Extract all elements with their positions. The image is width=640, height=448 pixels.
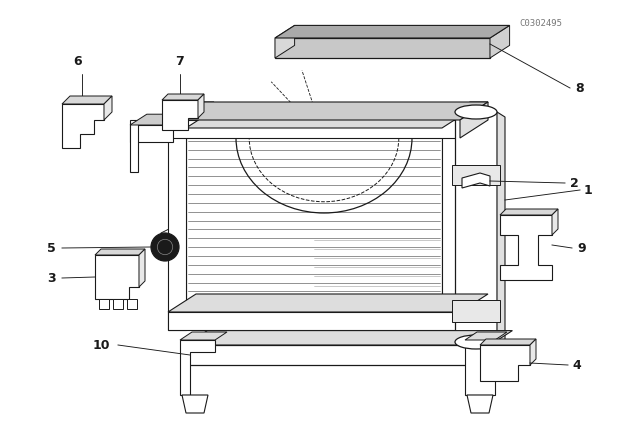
Polygon shape [442,102,488,120]
Polygon shape [480,345,530,381]
Polygon shape [480,339,536,345]
Polygon shape [530,339,536,365]
Text: 2: 2 [570,177,579,190]
Bar [99,299,109,309]
Polygon shape [460,102,488,138]
Polygon shape [168,294,488,312]
Polygon shape [490,26,509,58]
Polygon shape [552,209,558,235]
Polygon shape [168,102,214,120]
Text: 9: 9 [577,241,586,254]
Polygon shape [497,112,505,347]
Bar [452,165,500,185]
Text: 7: 7 [175,55,184,68]
Text: 10: 10 [93,339,110,352]
Polygon shape [162,100,198,130]
Bar [127,299,137,309]
Bar [455,112,497,342]
Polygon shape [500,215,552,280]
Bar [113,299,123,309]
Polygon shape [465,340,495,395]
Bar [452,300,500,322]
Ellipse shape [455,105,497,119]
Polygon shape [275,26,509,38]
Polygon shape [130,120,138,172]
Text: 6: 6 [74,55,83,68]
Text: C0302495: C0302495 [519,19,563,28]
Polygon shape [186,110,470,128]
Polygon shape [185,331,513,345]
Text: 5: 5 [47,241,56,254]
Text: 3: 3 [47,271,56,284]
Polygon shape [185,345,490,365]
Polygon shape [62,96,112,104]
Polygon shape [275,38,490,58]
Ellipse shape [455,335,497,349]
Polygon shape [130,114,190,125]
Polygon shape [130,125,173,142]
Text: 8: 8 [575,82,584,95]
Circle shape [151,233,179,261]
Polygon shape [168,312,460,330]
Polygon shape [168,120,460,138]
Polygon shape [182,395,208,413]
Polygon shape [465,332,507,340]
Polygon shape [180,332,227,340]
Polygon shape [467,395,493,413]
Polygon shape [462,173,490,188]
Polygon shape [198,94,204,118]
Text: 4: 4 [572,358,580,371]
Polygon shape [275,26,294,58]
Polygon shape [168,120,186,330]
Bar [186,128,442,322]
Polygon shape [139,249,145,287]
Polygon shape [95,255,139,299]
Polygon shape [180,340,215,395]
Polygon shape [104,96,112,120]
Polygon shape [95,249,145,255]
Polygon shape [62,104,104,148]
Polygon shape [500,209,558,215]
Text: 1: 1 [584,184,593,197]
Polygon shape [168,102,488,120]
Polygon shape [442,120,460,330]
Polygon shape [162,94,204,100]
